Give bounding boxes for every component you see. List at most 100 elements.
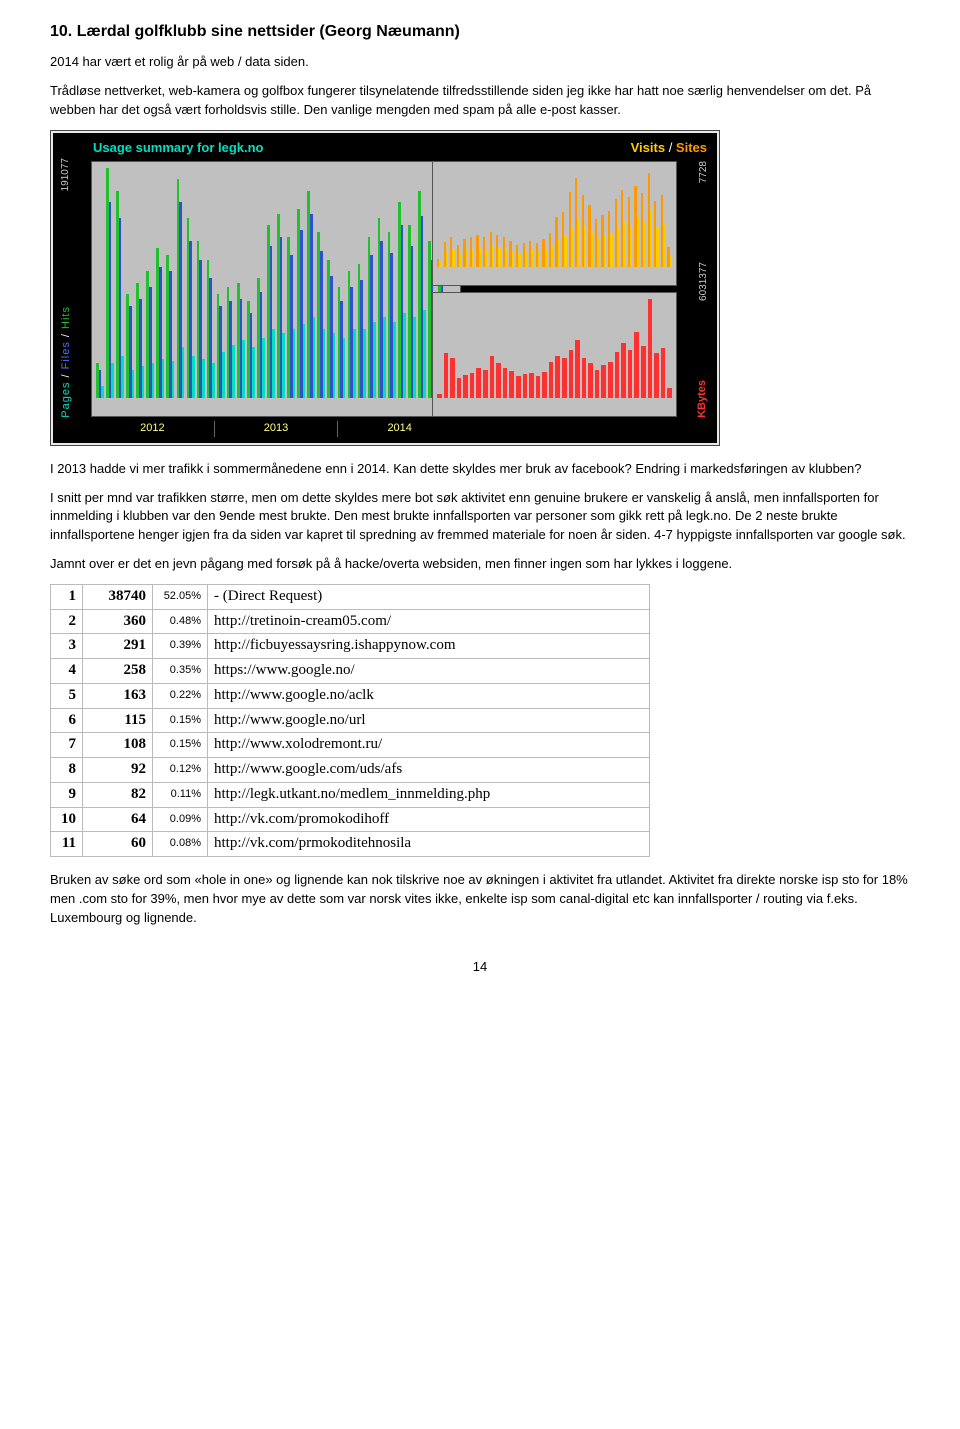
bar-group [509,168,514,267]
bar-group [536,299,541,398]
bar-group [615,299,620,398]
table-row: 61150.15%http://www.google.no/url [51,708,650,733]
bar-group [523,299,528,398]
bar-group [463,299,468,398]
bar-group [408,168,416,398]
bar-group [648,168,653,267]
pct-cell: 0.15% [153,708,208,733]
pct-cell: 0.48% [153,609,208,634]
bar-group [187,168,195,398]
hits-cell: 163 [83,683,153,708]
bar-group [444,299,449,398]
rank-cell: 11 [51,832,83,857]
bar-group [641,299,646,398]
bar-group [628,299,633,398]
bar-group [555,299,560,398]
para-5: Jamnt over er det en jevn pågang med for… [50,555,910,574]
rank-cell: 10 [51,807,83,832]
pct-cell: 0.12% [153,758,208,783]
bar-group [450,299,455,398]
bar-group [496,299,501,398]
bar-group [615,168,620,267]
chart-year-label: 2012 [91,421,215,437]
para-6: Bruken av søke ord som «hole in one» og … [50,871,910,928]
bar-group [483,299,488,398]
bar-group [542,168,547,267]
bar-group [197,168,205,398]
pct-cell: 0.15% [153,733,208,758]
bar-group [661,168,666,267]
chart-right-axis: 7728 6031377 KBytes [683,161,711,418]
bar-group [628,168,633,267]
bar-group [516,168,521,267]
bar-group [509,299,514,398]
bar-group [601,299,606,398]
para-3: I 2013 hadde vi mer trafikk i sommermåne… [50,460,910,479]
rank-cell: 9 [51,782,83,807]
table-row: 51630.22%http://www.google.no/aclk [51,683,650,708]
bar-group [136,168,144,398]
hits-cell: 64 [83,807,153,832]
rank-cell: 5 [51,683,83,708]
bar-group [608,168,613,267]
bar-group [358,168,366,398]
url-cell: http://vk.com/prmokoditehnosila [208,832,650,857]
pct-cell: 0.39% [153,634,208,659]
bar-group [146,168,154,398]
bar-group [608,299,613,398]
bar-group [490,299,495,398]
bar-group [470,168,475,267]
table-row: 23600.48%http://tretinoin-cream05.com/ [51,609,650,634]
bar-group [398,168,406,398]
bar-group [575,299,580,398]
bar-group [542,299,547,398]
bar-group [661,299,666,398]
bar-group [523,168,528,267]
chart-title: Usage summary for legk.no [93,139,264,158]
bar-group [368,168,376,398]
bar-group [483,168,488,267]
bar-group [490,168,495,267]
bar-group [582,168,587,267]
bar-group [96,168,104,398]
bar-group [654,168,659,267]
bar-group [457,168,462,267]
bar-group [327,168,335,398]
hits-cell: 258 [83,659,153,684]
url-cell: http://www.google.no/url [208,708,650,733]
hits-cell: 291 [83,634,153,659]
bar-group [317,168,325,398]
bar-group [116,168,124,398]
bar-group [575,168,580,267]
table-row: 9820.11%http://legk.utkant.no/medlem_inn… [51,782,650,807]
bar-group [476,168,481,267]
bar-group [227,168,235,398]
bar-group [529,299,534,398]
table-row: 32910.39%http://ficbuyessaysring.ishappy… [51,634,650,659]
bar-group [457,299,462,398]
bar-group [450,168,455,267]
bar-group [156,168,164,398]
bar-group [378,168,386,398]
url-cell: http://www.google.com/uds/afs [208,758,650,783]
hits-cell: 360 [83,609,153,634]
bar-group [217,168,225,398]
hits-cell: 60 [83,832,153,857]
hits-cell: 82 [83,782,153,807]
bar-group [476,299,481,398]
bar-group [569,299,574,398]
pct-cell: 0.35% [153,659,208,684]
bar-group [418,168,426,398]
bar-group [536,168,541,267]
rank-cell: 8 [51,758,83,783]
bar-group [582,299,587,398]
bar-group [307,168,315,398]
rank-cell: 1 [51,584,83,609]
bar-group [595,168,600,267]
bar-group [437,299,442,398]
chart-years: 201220132014 [91,421,461,437]
chart-kbytes-plot [432,292,677,417]
bar-group [588,168,593,267]
chart-legend-top: Visits / Sites [631,139,707,158]
bar-group [601,168,606,267]
